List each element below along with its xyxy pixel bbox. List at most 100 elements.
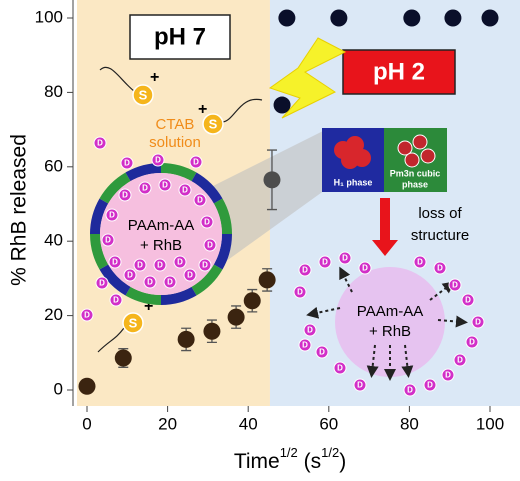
x-tick-label: 20 xyxy=(158,414,177,433)
dye-symbol: D xyxy=(452,281,458,290)
rod xyxy=(353,149,371,167)
dye xyxy=(189,155,203,169)
shell-segment xyxy=(213,233,232,270)
label-part: Time xyxy=(234,450,280,473)
x-tick-label: 60 xyxy=(319,414,338,433)
surfactant-head xyxy=(132,84,154,106)
dye xyxy=(123,268,137,282)
dye-symbol: D xyxy=(162,181,168,190)
dye-symbol: D xyxy=(167,278,173,287)
shell-segment xyxy=(99,264,131,296)
dye-symbol: D xyxy=(142,184,148,193)
dye-symbol: D xyxy=(109,211,115,220)
dye-symbol: D xyxy=(427,381,433,390)
dye xyxy=(338,251,352,265)
dye-symbol: D xyxy=(207,241,213,250)
dye xyxy=(303,323,317,337)
dye-symbol: D xyxy=(177,258,183,267)
dye xyxy=(403,383,417,397)
dye-symbol: D xyxy=(357,381,363,390)
dye xyxy=(353,378,367,392)
surfactant-tail xyxy=(222,98,263,123)
dye-symbol: D xyxy=(307,326,313,335)
dye-symbol: D xyxy=(137,261,143,270)
data-point xyxy=(243,292,261,310)
dye xyxy=(183,268,197,282)
ph-label: pH 7 xyxy=(154,23,206,50)
dye xyxy=(293,285,307,299)
dye-symbol: D xyxy=(124,159,130,168)
x-axis-label: Time1/2 (s1/2) xyxy=(234,445,346,472)
dye xyxy=(173,255,187,269)
surfactant-symbol: S xyxy=(129,315,138,330)
micelle xyxy=(420,148,436,164)
dye xyxy=(315,345,329,359)
dye xyxy=(151,153,165,167)
data-point xyxy=(177,330,195,348)
dye xyxy=(358,261,372,275)
dye xyxy=(423,378,437,392)
dye xyxy=(95,276,109,290)
charge: + xyxy=(150,69,159,86)
dye xyxy=(108,255,122,269)
dye xyxy=(143,275,157,289)
dye xyxy=(158,178,172,192)
dye-symbol: D xyxy=(342,254,348,263)
dye xyxy=(203,238,217,252)
inset-label: phase xyxy=(402,179,428,189)
dye-symbol: D xyxy=(337,364,343,373)
particle-core xyxy=(100,173,222,295)
surfactant-head xyxy=(122,312,144,334)
y-tick-label: 60 xyxy=(44,156,63,175)
dye-symbol: D xyxy=(157,261,163,270)
dye xyxy=(133,258,147,272)
dye-symbol: D xyxy=(113,296,119,305)
dye xyxy=(101,233,115,247)
data-point xyxy=(263,171,281,189)
micelle xyxy=(412,134,428,150)
data-point xyxy=(203,322,221,340)
particle-label: PAAm-AA xyxy=(128,217,194,234)
dye-symbol: D xyxy=(105,236,111,245)
dye xyxy=(333,361,347,375)
data-point xyxy=(481,9,499,27)
dye-symbol: D xyxy=(322,258,328,267)
inset-label: H₁ phase xyxy=(334,177,373,187)
dye xyxy=(465,335,479,349)
surfactant-head xyxy=(202,113,224,135)
dye-symbol: D xyxy=(122,191,128,200)
data-point xyxy=(78,377,96,395)
dye xyxy=(318,255,332,269)
dye-symbol: D xyxy=(197,196,203,205)
dye xyxy=(193,193,207,207)
dye-symbol: D xyxy=(193,158,199,167)
dye xyxy=(105,208,119,222)
dye xyxy=(448,278,462,292)
dye-symbol: D xyxy=(84,311,90,320)
dye xyxy=(198,258,212,272)
ph-label-box xyxy=(129,14,231,60)
data-point xyxy=(273,96,291,114)
ctab-label: solution xyxy=(149,134,201,151)
shell-segment xyxy=(160,286,197,305)
release-arrow xyxy=(401,344,414,378)
release-arrow xyxy=(429,281,455,301)
shell-segment xyxy=(160,163,197,182)
dye-symbol: D xyxy=(147,278,153,287)
dye xyxy=(200,215,214,229)
plot: 0 20 40 60 80 100 0 20 40 60 80 100 % RhB released Ti… xyxy=(8,0,504,473)
shell-segment xyxy=(90,233,109,270)
loss-label: loss of xyxy=(418,205,462,222)
x-tick-label: 40 xyxy=(239,414,258,433)
dye-symbol: D xyxy=(475,318,481,327)
data-point xyxy=(278,9,296,27)
y-tick-label: 0 xyxy=(54,379,63,398)
dye xyxy=(453,353,467,367)
ph-label: pH 2 xyxy=(373,58,425,85)
surfactant-symbol: S xyxy=(139,87,148,102)
dye-symbol: D xyxy=(97,139,103,148)
y-tick-label: 20 xyxy=(44,305,63,324)
dye xyxy=(298,263,312,277)
dye-symbol: D xyxy=(204,218,210,227)
dye xyxy=(298,338,312,352)
